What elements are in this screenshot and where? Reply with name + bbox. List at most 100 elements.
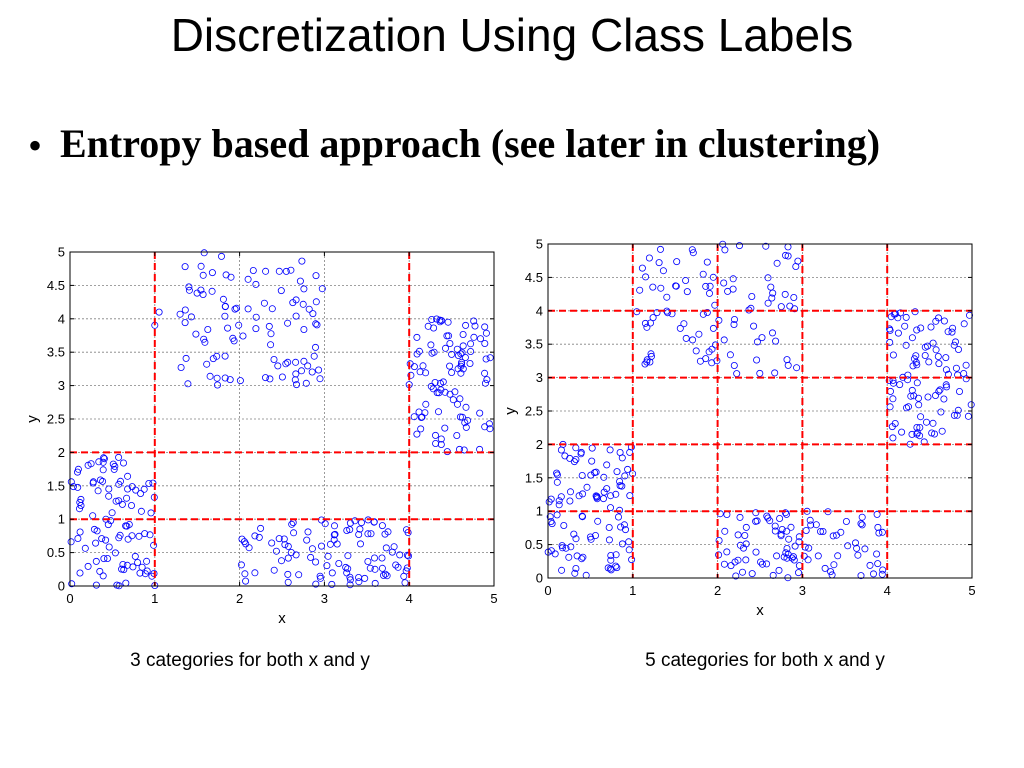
data-point <box>607 504 615 512</box>
y-tick-label: 4.5 <box>47 278 65 293</box>
data-point <box>235 321 243 329</box>
data-point <box>603 461 611 469</box>
data-point <box>645 254 653 262</box>
data-point <box>587 471 595 479</box>
data-point <box>896 381 904 389</box>
data-point <box>308 545 316 553</box>
y-tick-label: 1.5 <box>47 478 65 493</box>
data-point <box>579 513 587 521</box>
data-point <box>236 377 244 385</box>
data-point <box>649 283 657 291</box>
data-point <box>137 489 145 497</box>
data-point <box>330 522 338 530</box>
data-point <box>213 352 221 360</box>
data-point <box>416 368 424 376</box>
data-point <box>344 552 352 560</box>
data-point <box>355 573 363 581</box>
data-point <box>96 567 104 575</box>
data-point <box>448 368 456 376</box>
data-point <box>904 403 912 411</box>
data-point <box>916 423 924 431</box>
data-point <box>806 516 814 524</box>
data-point <box>298 257 306 265</box>
data-point <box>361 574 369 582</box>
data-point <box>444 318 452 326</box>
data-point <box>356 540 364 548</box>
data-point <box>257 524 265 532</box>
x-tick-label: 3 <box>321 591 328 606</box>
data-point <box>272 547 280 555</box>
data-point <box>316 572 324 580</box>
data-point <box>858 521 866 529</box>
data-point <box>99 477 107 485</box>
data-point <box>184 380 192 388</box>
data-point <box>913 361 921 369</box>
data-point <box>953 411 961 419</box>
data-point <box>950 341 958 349</box>
data-point <box>777 532 785 540</box>
data-point <box>579 490 587 498</box>
data-point <box>913 423 921 431</box>
data-point <box>132 486 140 494</box>
data-point <box>889 395 897 403</box>
data-point <box>68 580 76 588</box>
data-point <box>367 530 375 538</box>
data-point <box>875 529 883 537</box>
data-point <box>591 469 599 477</box>
data-point <box>618 454 626 462</box>
data-point <box>287 266 295 274</box>
y-tick-label: 4 <box>58 311 65 326</box>
data-point <box>873 510 881 518</box>
data-point <box>944 328 952 336</box>
data-point <box>886 338 894 346</box>
data-point <box>317 542 325 550</box>
data-point <box>457 369 465 377</box>
data-point <box>128 501 136 509</box>
data-point <box>379 571 387 579</box>
data-point <box>742 556 750 564</box>
data-point <box>111 549 119 557</box>
data-point <box>459 331 467 339</box>
data-point <box>312 580 320 588</box>
data-point <box>192 330 200 338</box>
data-point <box>100 455 108 463</box>
data-point <box>656 245 664 253</box>
data-point <box>364 557 372 565</box>
data-point <box>913 379 921 387</box>
data-point <box>441 388 449 396</box>
data-point <box>134 558 142 566</box>
data-point <box>459 342 467 350</box>
data-point <box>739 544 747 552</box>
data-point <box>891 419 899 427</box>
data-point <box>481 369 489 377</box>
data-point <box>292 551 300 559</box>
data-point <box>783 356 791 364</box>
data-point <box>267 341 275 349</box>
data-point <box>378 564 386 572</box>
data-point <box>481 340 489 348</box>
data-point <box>572 444 580 452</box>
data-point <box>312 320 320 328</box>
data-point <box>688 246 696 254</box>
data-point <box>331 530 339 538</box>
data-point <box>812 521 820 529</box>
data-point <box>318 285 326 293</box>
data-point <box>804 556 812 564</box>
data-point <box>93 527 101 535</box>
data-point <box>636 286 644 294</box>
data-point <box>270 566 278 574</box>
data-point <box>115 453 123 461</box>
data-point <box>410 413 418 421</box>
data-point <box>383 572 391 580</box>
data-point <box>105 485 113 493</box>
scatter-plot-3-categories: 0 1 2 3 4 5 0 0.5 1 1.5 2 2.5 3 3.5 4 4.5 5 x y <box>24 245 498 628</box>
data-point <box>316 375 324 383</box>
data-point <box>628 556 636 564</box>
data-point <box>413 333 421 341</box>
data-point <box>277 557 285 565</box>
data-point <box>570 530 578 538</box>
data-point <box>807 521 815 529</box>
data-point <box>962 375 970 383</box>
data-point <box>942 381 950 389</box>
data-point <box>417 425 425 433</box>
